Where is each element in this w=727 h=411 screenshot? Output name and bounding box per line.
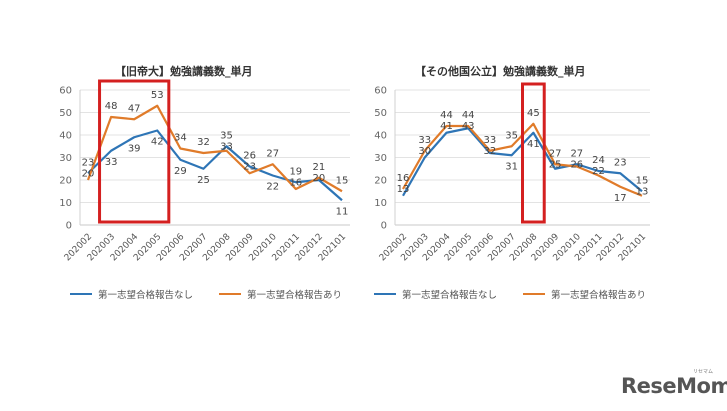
y-tick-label: 0 (66, 221, 72, 232)
data-label: 31 (505, 161, 518, 172)
data-label: 33 (484, 135, 497, 146)
y-tick-label: 0 (381, 221, 387, 232)
data-label: 33 (105, 157, 118, 168)
data-label: 15 (636, 175, 649, 186)
data-label: 30 (418, 146, 431, 157)
data-label: 45 (527, 108, 540, 119)
data-label: 23 (82, 157, 95, 168)
series-line (87, 129, 343, 202)
y-tick-label: 20 (59, 176, 72, 187)
data-label: 25 (197, 175, 210, 186)
data-label: 16 (289, 177, 302, 188)
y-tick-label: 10 (374, 198, 387, 209)
y-tick-label: 60 (374, 86, 387, 97)
data-label: 32 (484, 146, 497, 157)
highlight-box (98, 79, 171, 224)
data-label: 39 (128, 143, 141, 154)
legend-swatch-orange (219, 293, 242, 295)
left-legend: 第一志望合格報告なし 第一志望合格報告あり (70, 287, 368, 301)
data-label: 44 (462, 110, 475, 121)
data-label: 20 (82, 168, 95, 179)
data-label: 22 (592, 166, 605, 177)
data-label: 15 (336, 175, 349, 186)
data-label: 47 (128, 103, 141, 114)
data-label: 33 (220, 141, 233, 152)
data-label: 41 (527, 139, 540, 150)
data-label: 48 (105, 101, 118, 112)
right-legend: 第一志望合格報告なし 第一志望合格報告あり (374, 287, 672, 301)
legend-swatch-blue (374, 293, 396, 295)
y-tick-label: 40 (59, 131, 72, 142)
y-tick-label: 40 (374, 131, 387, 142)
legend-item-with-report: 第一志望合格報告あり (219, 287, 342, 301)
data-label: 44 (440, 110, 453, 121)
legend-label: 第一志望合格報告あり (247, 290, 343, 301)
legend-swatch-blue (70, 293, 92, 295)
data-label: 53 (151, 90, 164, 101)
legend-label: 第一志望合格報告あり (551, 290, 647, 301)
data-label: 23 (614, 157, 627, 168)
data-label: 21 (313, 162, 326, 173)
left-chart-title: 【旧帝大】勉強講義数_単月 (115, 65, 253, 78)
legend-label: 第一志望合格報告なし (98, 290, 194, 301)
y-tick-label: 20 (374, 176, 387, 187)
data-label: 32 (197, 137, 210, 148)
legend-item-with-report: 第一志望合格報告あり (523, 287, 646, 301)
y-tick-label: 30 (59, 153, 72, 164)
data-label: 22 (266, 182, 279, 193)
data-label: 26 (570, 159, 583, 170)
y-tick-label: 60 (59, 86, 72, 97)
legend-item-no-report: 第一志望合格報告なし (374, 287, 497, 301)
data-label: 29 (174, 166, 187, 177)
data-label: 27 (266, 148, 279, 159)
resemom-logo: ReseMom (621, 374, 727, 398)
data-label: 34 (174, 133, 187, 144)
data-label: 26 (243, 151, 256, 162)
series-line (86, 104, 343, 193)
data-label: 16 (397, 173, 410, 184)
data-label: 25 (549, 159, 562, 170)
y-tick-label: 50 (374, 108, 387, 119)
data-label: 19 (289, 166, 302, 177)
y-tick-label: 50 (59, 108, 72, 119)
data-label: 13 (636, 186, 649, 197)
legend-item-no-report: 第一志望合格報告なし (70, 287, 193, 301)
data-label: 35 (505, 130, 518, 141)
data-label: 13 (397, 184, 410, 195)
data-label: 20 (313, 173, 326, 184)
data-label: 27 (570, 148, 583, 159)
data-label: 11 (336, 206, 349, 217)
data-label: 33 (418, 135, 431, 146)
data-label: 41 (440, 121, 453, 132)
data-label: 24 (592, 155, 605, 166)
y-tick-label: 30 (374, 153, 387, 164)
data-label: 17 (614, 193, 627, 204)
data-label: 35 (220, 130, 233, 141)
resemom-logo-subtitle: リセマム (693, 369, 714, 375)
y-tick-label: 10 (59, 198, 72, 209)
data-label: 23 (243, 162, 256, 173)
data-label: 43 (462, 121, 475, 132)
data-label: 27 (549, 148, 562, 159)
highlight-box (521, 82, 546, 224)
legend-swatch-orange (523, 293, 546, 295)
right-chart-title: 【その他国公立】勉強講義数_単月 (415, 65, 586, 78)
data-label: 42 (151, 137, 164, 148)
legend-label: 第一志望合格報告なし (402, 290, 498, 301)
